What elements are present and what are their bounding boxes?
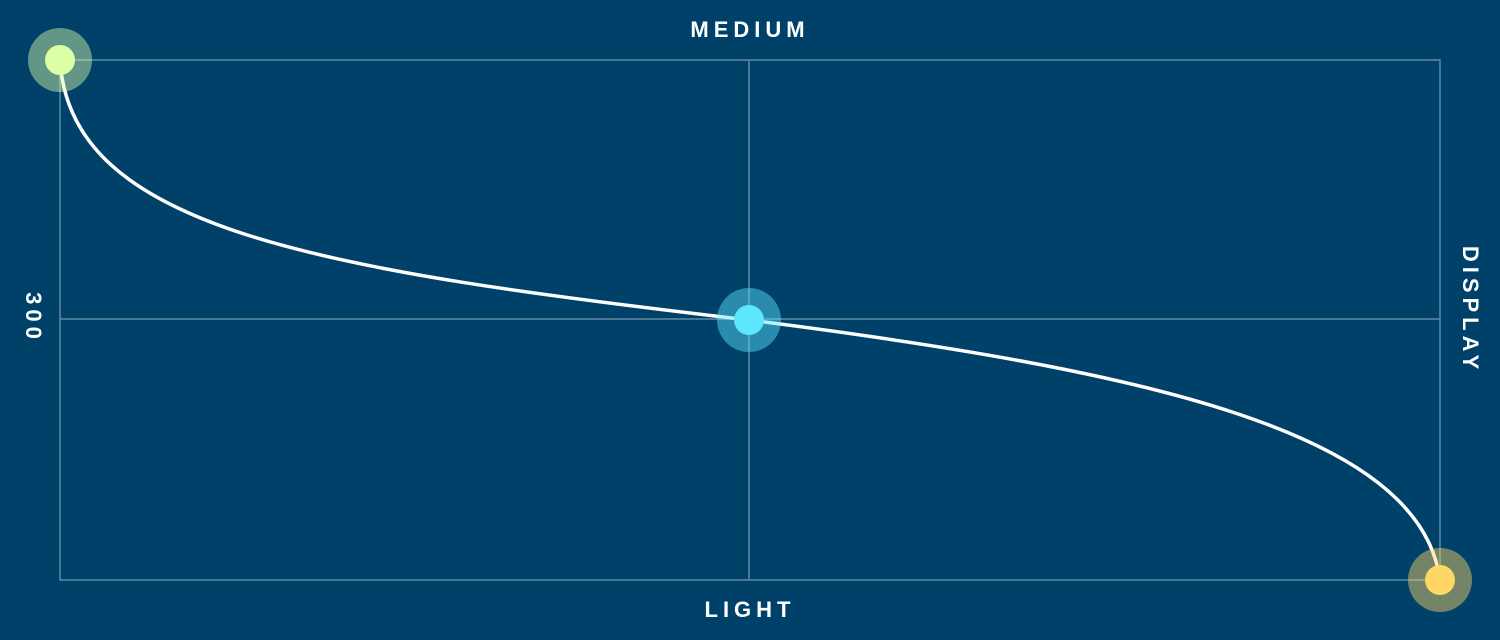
axis-label-left: 300: [21, 292, 46, 344]
mid-point[interactable]: [717, 288, 781, 352]
start-point-dot[interactable]: [45, 45, 75, 75]
frame-border: [59, 59, 1441, 581]
axis-label-top: MEDIUM: [690, 17, 810, 42]
axis-label-right: DISPLAY: [1458, 245, 1483, 375]
start-point[interactable]: [28, 28, 92, 92]
axis-label-bottom: LIGHT: [704, 597, 796, 622]
mid-point-dot[interactable]: [734, 305, 764, 335]
end-point-dot[interactable]: [1425, 565, 1455, 595]
end-point[interactable]: [1408, 548, 1472, 612]
